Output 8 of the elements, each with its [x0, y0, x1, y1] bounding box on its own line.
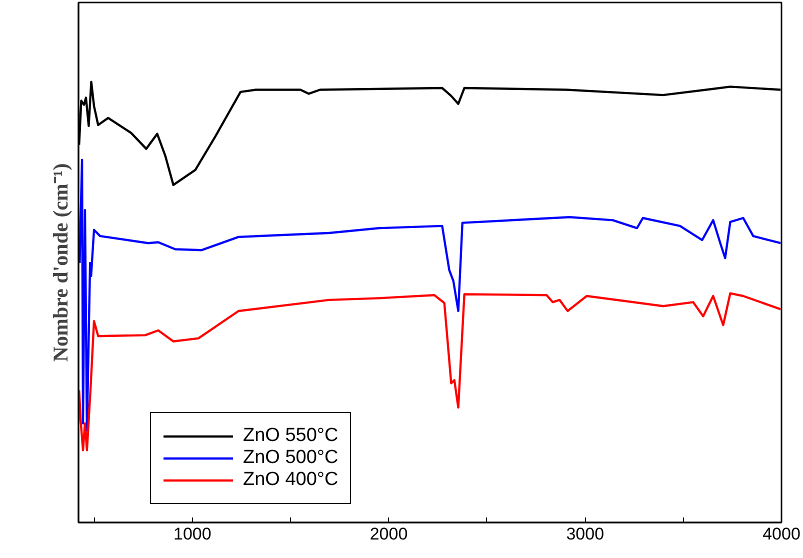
legend-label: ZnO 500°C [243, 447, 338, 469]
legend-label: ZnO 400°C [243, 469, 338, 491]
x-tick-label: 2000 [370, 524, 408, 544]
legend-label: ZnO 550°C [243, 425, 338, 447]
y-axis-title: Nombre d'onde (cm⁻¹) [48, 163, 72, 362]
x-tick-label: 4000 [762, 524, 800, 544]
x-tick-label: 1000 [173, 524, 212, 544]
x-tick-label: 3000 [566, 524, 604, 544]
